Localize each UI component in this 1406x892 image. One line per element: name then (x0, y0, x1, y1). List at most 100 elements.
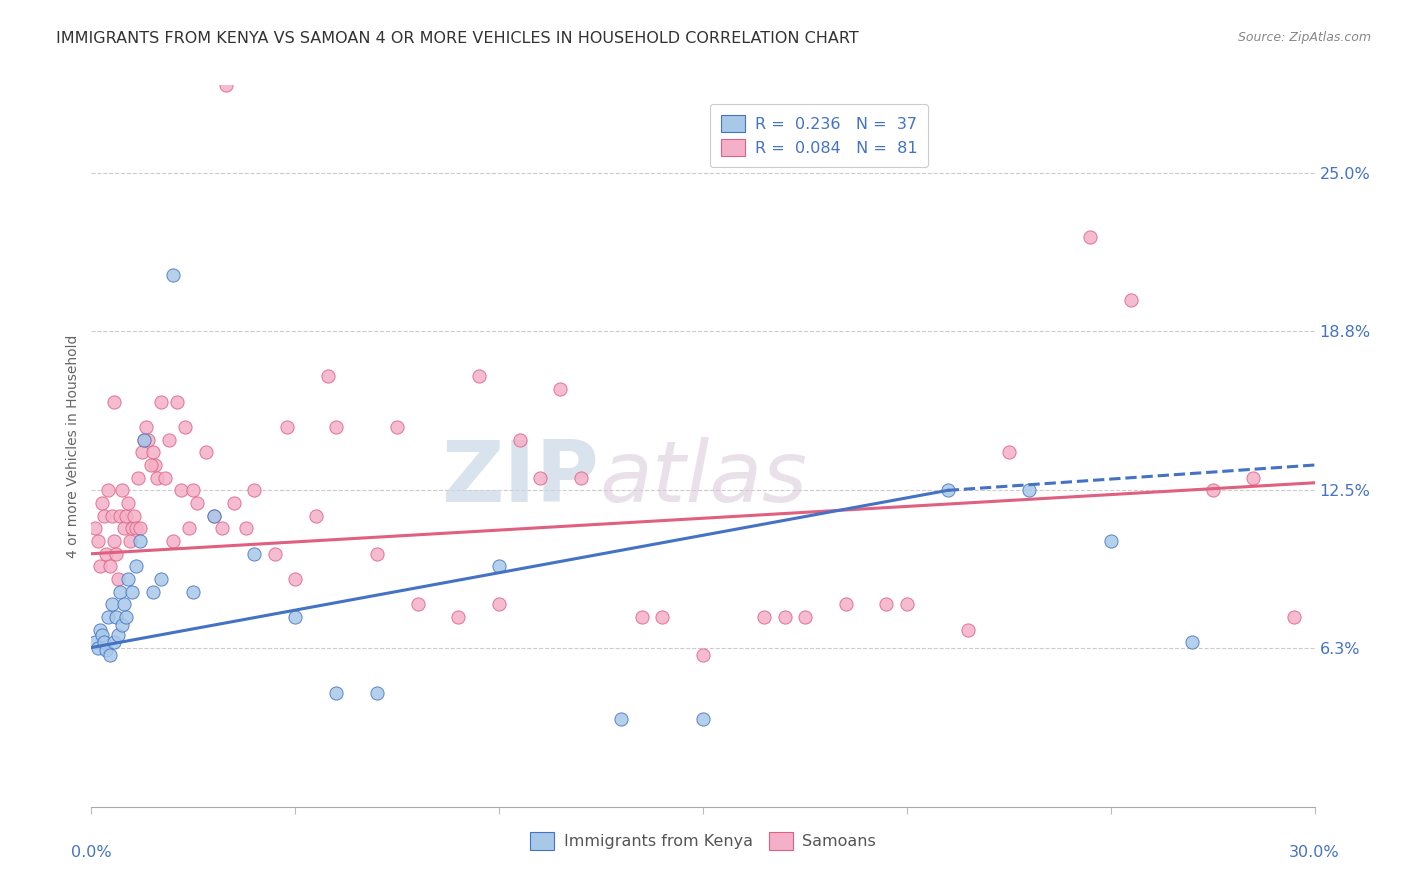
Point (509, 433, 531, 447)
Point (692, 712, 714, 726)
Point (235, 521, 257, 535)
Point (135, 420, 157, 434)
Point (488, 559, 510, 574)
Point (94, 643, 117, 657)
Point (550, 382, 572, 396)
Point (174, 420, 197, 434)
Point (447, 610, 470, 624)
Point (1121, 293, 1143, 308)
Point (202, 508, 225, 523)
Point (179, 521, 201, 535)
Point (122, 508, 145, 523)
Y-axis label: 4 or more Vehicles in Household: 4 or more Vehicles in Household (66, 334, 80, 558)
Point (1243, 471, 1265, 485)
Point (162, 534, 184, 549)
Point (117, 496, 139, 510)
Point (183, 483, 205, 498)
Point (134, 433, 156, 447)
Point (1080, 230, 1102, 244)
Point (107, 572, 129, 586)
Point (125, 559, 148, 574)
Point (145, 471, 167, 485)
Point (84, 635, 107, 649)
Point (875, 598, 898, 612)
Point (89, 623, 111, 637)
Point (86, 534, 108, 549)
Point (121, 521, 143, 535)
Point (111, 617, 134, 632)
Point (149, 394, 172, 409)
Point (243, 547, 266, 561)
Point (896, 598, 918, 612)
Point (141, 445, 163, 459)
Point (194, 445, 217, 459)
Point (794, 610, 817, 624)
Point (1284, 610, 1306, 624)
Point (835, 598, 858, 612)
Point (97, 610, 120, 624)
Point (264, 547, 287, 561)
Point (98, 648, 121, 662)
Point (1099, 534, 1122, 549)
Point (215, 78, 238, 92)
Text: ZIP: ZIP (441, 437, 599, 520)
Point (284, 610, 307, 624)
Point (243, 483, 266, 498)
Point (166, 394, 188, 409)
Point (103, 534, 125, 549)
Point (211, 521, 233, 535)
Point (153, 471, 176, 485)
Point (385, 420, 409, 434)
Point (103, 635, 125, 649)
Point (93, 508, 115, 523)
Point (111, 483, 134, 498)
Point (121, 584, 143, 599)
Point (162, 268, 184, 282)
Point (1202, 483, 1225, 498)
Point (97, 483, 120, 498)
Point (108, 508, 131, 523)
Point (222, 496, 246, 510)
Point (276, 420, 298, 434)
Point (98, 559, 121, 574)
Point (304, 508, 326, 523)
Point (134, 433, 156, 447)
Point (170, 483, 193, 498)
Point (103, 394, 125, 409)
Point (651, 610, 673, 624)
Point (84, 521, 107, 535)
Point (86, 640, 108, 655)
Point (406, 598, 429, 612)
Point (1018, 483, 1040, 498)
Point (94, 547, 117, 561)
Point (120, 534, 142, 549)
Point (129, 534, 152, 549)
Point (131, 445, 153, 459)
Point (325, 686, 347, 700)
Point (202, 508, 225, 523)
Text: IMMIGRANTS FROM KENYA VS SAMOAN 4 OR MORE VEHICLES IN HOUSEHOLD CORRELATION CHAR: IMMIGRANTS FROM KENYA VS SAMOAN 4 OR MOR… (56, 31, 859, 46)
Text: atlas: atlas (599, 437, 807, 520)
Point (692, 648, 714, 662)
Point (90, 496, 112, 510)
Point (117, 572, 139, 586)
Point (139, 458, 162, 472)
Text: 0.0%: 0.0% (72, 846, 111, 860)
Text: Source: ZipAtlas.com: Source: ZipAtlas.com (1237, 31, 1371, 45)
Point (89, 559, 111, 574)
Point (107, 628, 129, 642)
Point (143, 458, 166, 472)
Point (149, 572, 172, 586)
Point (183, 584, 205, 599)
Point (186, 496, 208, 510)
Point (569, 471, 592, 485)
Point (127, 471, 149, 485)
Point (467, 369, 491, 384)
Point (936, 483, 959, 498)
Point (104, 547, 127, 561)
Point (115, 610, 138, 624)
Point (1181, 635, 1204, 649)
Point (104, 610, 127, 624)
Point (325, 420, 347, 434)
Point (366, 547, 388, 561)
